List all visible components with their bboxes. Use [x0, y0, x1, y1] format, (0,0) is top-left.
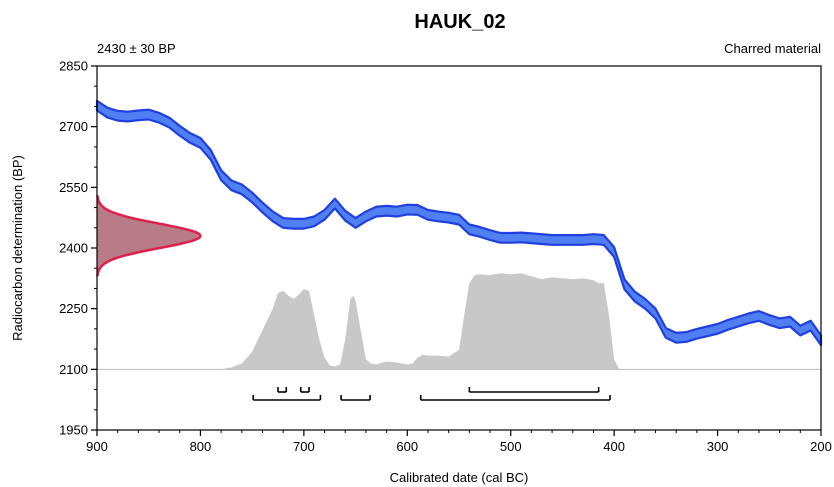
- posterior-distribution: [97, 273, 821, 370]
- y-tick-label: 2700: [59, 119, 88, 134]
- hpd-range-95: [419, 395, 611, 401]
- x-tick-label: 800: [190, 439, 212, 454]
- hpd-range-68: [468, 387, 600, 393]
- x-tick-label: 900: [86, 439, 108, 454]
- measurement-label: 2430 ± 30 BP: [97, 41, 176, 56]
- y-tick-label: 2850: [59, 59, 88, 74]
- y-tick-label: 2550: [59, 180, 88, 195]
- hpd-range-95: [340, 395, 371, 401]
- calibration-curve-band: [95, 99, 823, 347]
- hpd-range-95: [252, 395, 322, 401]
- x-tick-label: 300: [707, 439, 729, 454]
- chart-title: HAUK_02: [414, 11, 505, 33]
- plot-area: [95, 99, 823, 370]
- y-axis: 1950 2100 2250 2400 2550 2700 2850: [59, 59, 97, 438]
- x-tick-label: 500: [500, 439, 522, 454]
- x-axis: 900 800 700 600 500 400 300 200: [86, 430, 832, 454]
- y-tick-label: 2100: [59, 362, 88, 377]
- y-axis-title: Radiocarbon determination (BP): [10, 155, 25, 341]
- hpd-ranges: [252, 387, 611, 401]
- hpd-range-68: [277, 387, 288, 393]
- radiocarbon-distribution-outline: [96, 195, 202, 277]
- y-tick-label: 2250: [59, 301, 88, 316]
- x-tick-label: 600: [396, 439, 418, 454]
- y-tick-label: 2400: [59, 241, 88, 256]
- hpd-range-68: [299, 387, 310, 393]
- x-axis-title: Calibrated date (cal BC): [390, 470, 529, 485]
- x-tick-label: 700: [293, 439, 315, 454]
- x-tick-label: 400: [603, 439, 625, 454]
- x-tick-label: 200: [810, 439, 832, 454]
- y-tick-label: 1950: [59, 423, 88, 438]
- radiocarbon-distribution: [97, 195, 201, 277]
- plot-frame: [96, 65, 822, 431]
- sample-material-label: Charred material: [724, 41, 821, 56]
